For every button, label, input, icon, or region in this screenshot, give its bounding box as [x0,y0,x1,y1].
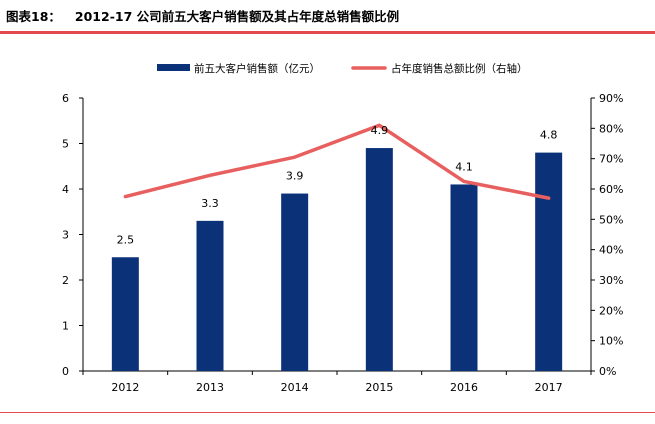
bar-value-label: 4.9 [371,124,389,137]
y-left-tick-label: 1 [62,320,69,333]
bar [450,184,478,371]
y-right-tick-label: 30% [599,274,623,287]
y-right-tick-label: 90% [599,92,623,105]
bar-value-label: 3.3 [201,197,219,210]
figure-title: 图表18： 2012-17 公司前五大客户销售额及其占年度总销售额比例 [6,6,399,25]
y-right-tick-label: 50% [599,213,623,226]
bar [196,220,224,371]
legend-line-label: 占年度销售总额比例（右轴） [391,62,528,75]
x-tick-label: 2017 [535,381,563,394]
x-tick-label: 2015 [365,381,393,394]
legend-bar-label: 前五大客户销售额（亿元） [194,62,320,75]
y-right-tick-label: 10% [599,335,623,348]
y-right-tick-label: 70% [599,153,623,166]
legend-bar-swatch [157,64,190,71]
y-left-tick-label: 6 [62,92,69,105]
x-tick-label: 2012 [111,381,139,394]
bar [111,257,139,371]
y-left-tick-label: 5 [62,138,69,151]
y-right-tick-label: 40% [599,244,623,257]
x-tick-label: 2016 [450,381,478,394]
y-right-tick-label: 80% [599,122,623,135]
y-right-tick-label: 60% [599,183,623,196]
title-rule [0,31,655,34]
y-left-tick-label: 4 [62,183,69,196]
y-right-tick-label: 20% [599,304,623,317]
y-right-tick-label: 0% [599,365,616,378]
x-tick-label: 2014 [281,381,309,394]
ratio-line [123,123,551,200]
bar [281,193,309,371]
bar-value-label: 2.5 [117,233,135,246]
footer-rule [0,412,655,413]
bar-value-label: 4.1 [455,160,473,173]
bar-value-label: 3.9 [286,170,304,183]
figure-title-text: 2012-17 公司前五大客户销售额及其占年度总销售额比例 [74,9,400,24]
bar [535,152,563,371]
bar-value-label: 4.8 [540,129,558,142]
bar [365,148,393,371]
y-left-tick-label: 0 [62,365,69,378]
y-left-tick-label: 2 [62,274,69,287]
figure-number: 图表18： [6,9,61,24]
x-tick-label: 2013 [196,381,224,394]
y-left-tick-label: 3 [62,229,69,242]
